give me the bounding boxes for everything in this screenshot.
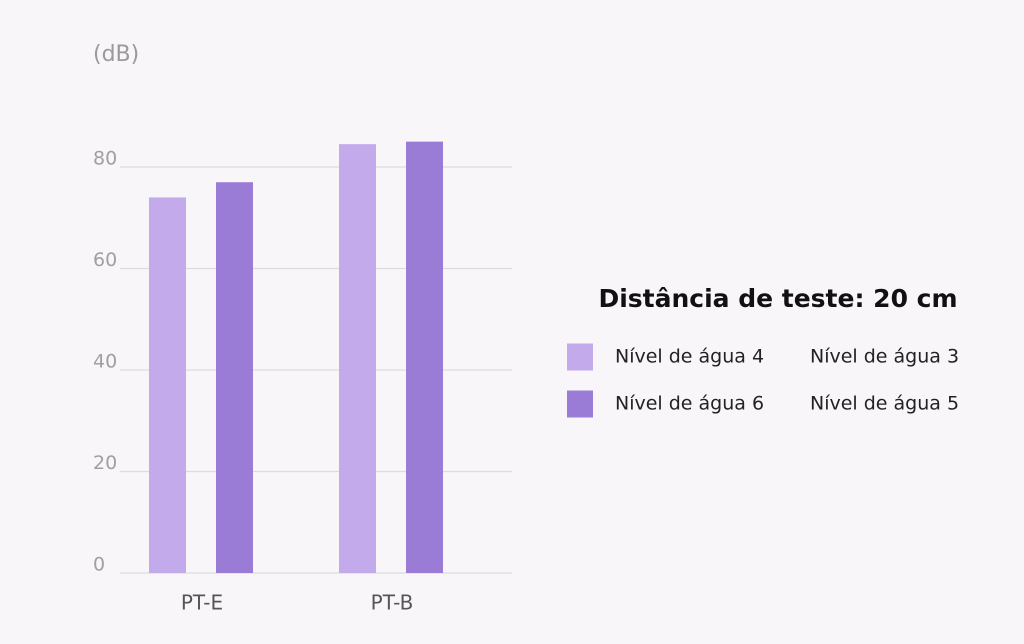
x-tick-label: PT-E [181, 591, 223, 615]
bar [216, 182, 253, 573]
y-axis-label: (dB) [93, 42, 139, 67]
legend-title: Distância de teste: 20 cm [598, 284, 957, 313]
legend-swatch [567, 390, 593, 418]
y-tick-label: 60 [93, 249, 117, 271]
bar [149, 197, 186, 573]
x-tick-label: PT-B [371, 591, 414, 615]
y-tick-label: 0 [93, 554, 105, 576]
legend-label: Nível de água 6 [615, 393, 764, 415]
y-tick-label: 20 [93, 452, 117, 474]
legend-label: Nível de água 4 [615, 346, 764, 368]
y-tick-label: 80 [93, 148, 117, 170]
bar [339, 144, 376, 573]
y-tick-label: 40 [93, 351, 117, 373]
legend-label: Nível de água 3 [810, 346, 959, 368]
bar [406, 141, 443, 573]
legend-swatch [567, 343, 593, 371]
legend-label: Nível de água 5 [810, 393, 959, 415]
